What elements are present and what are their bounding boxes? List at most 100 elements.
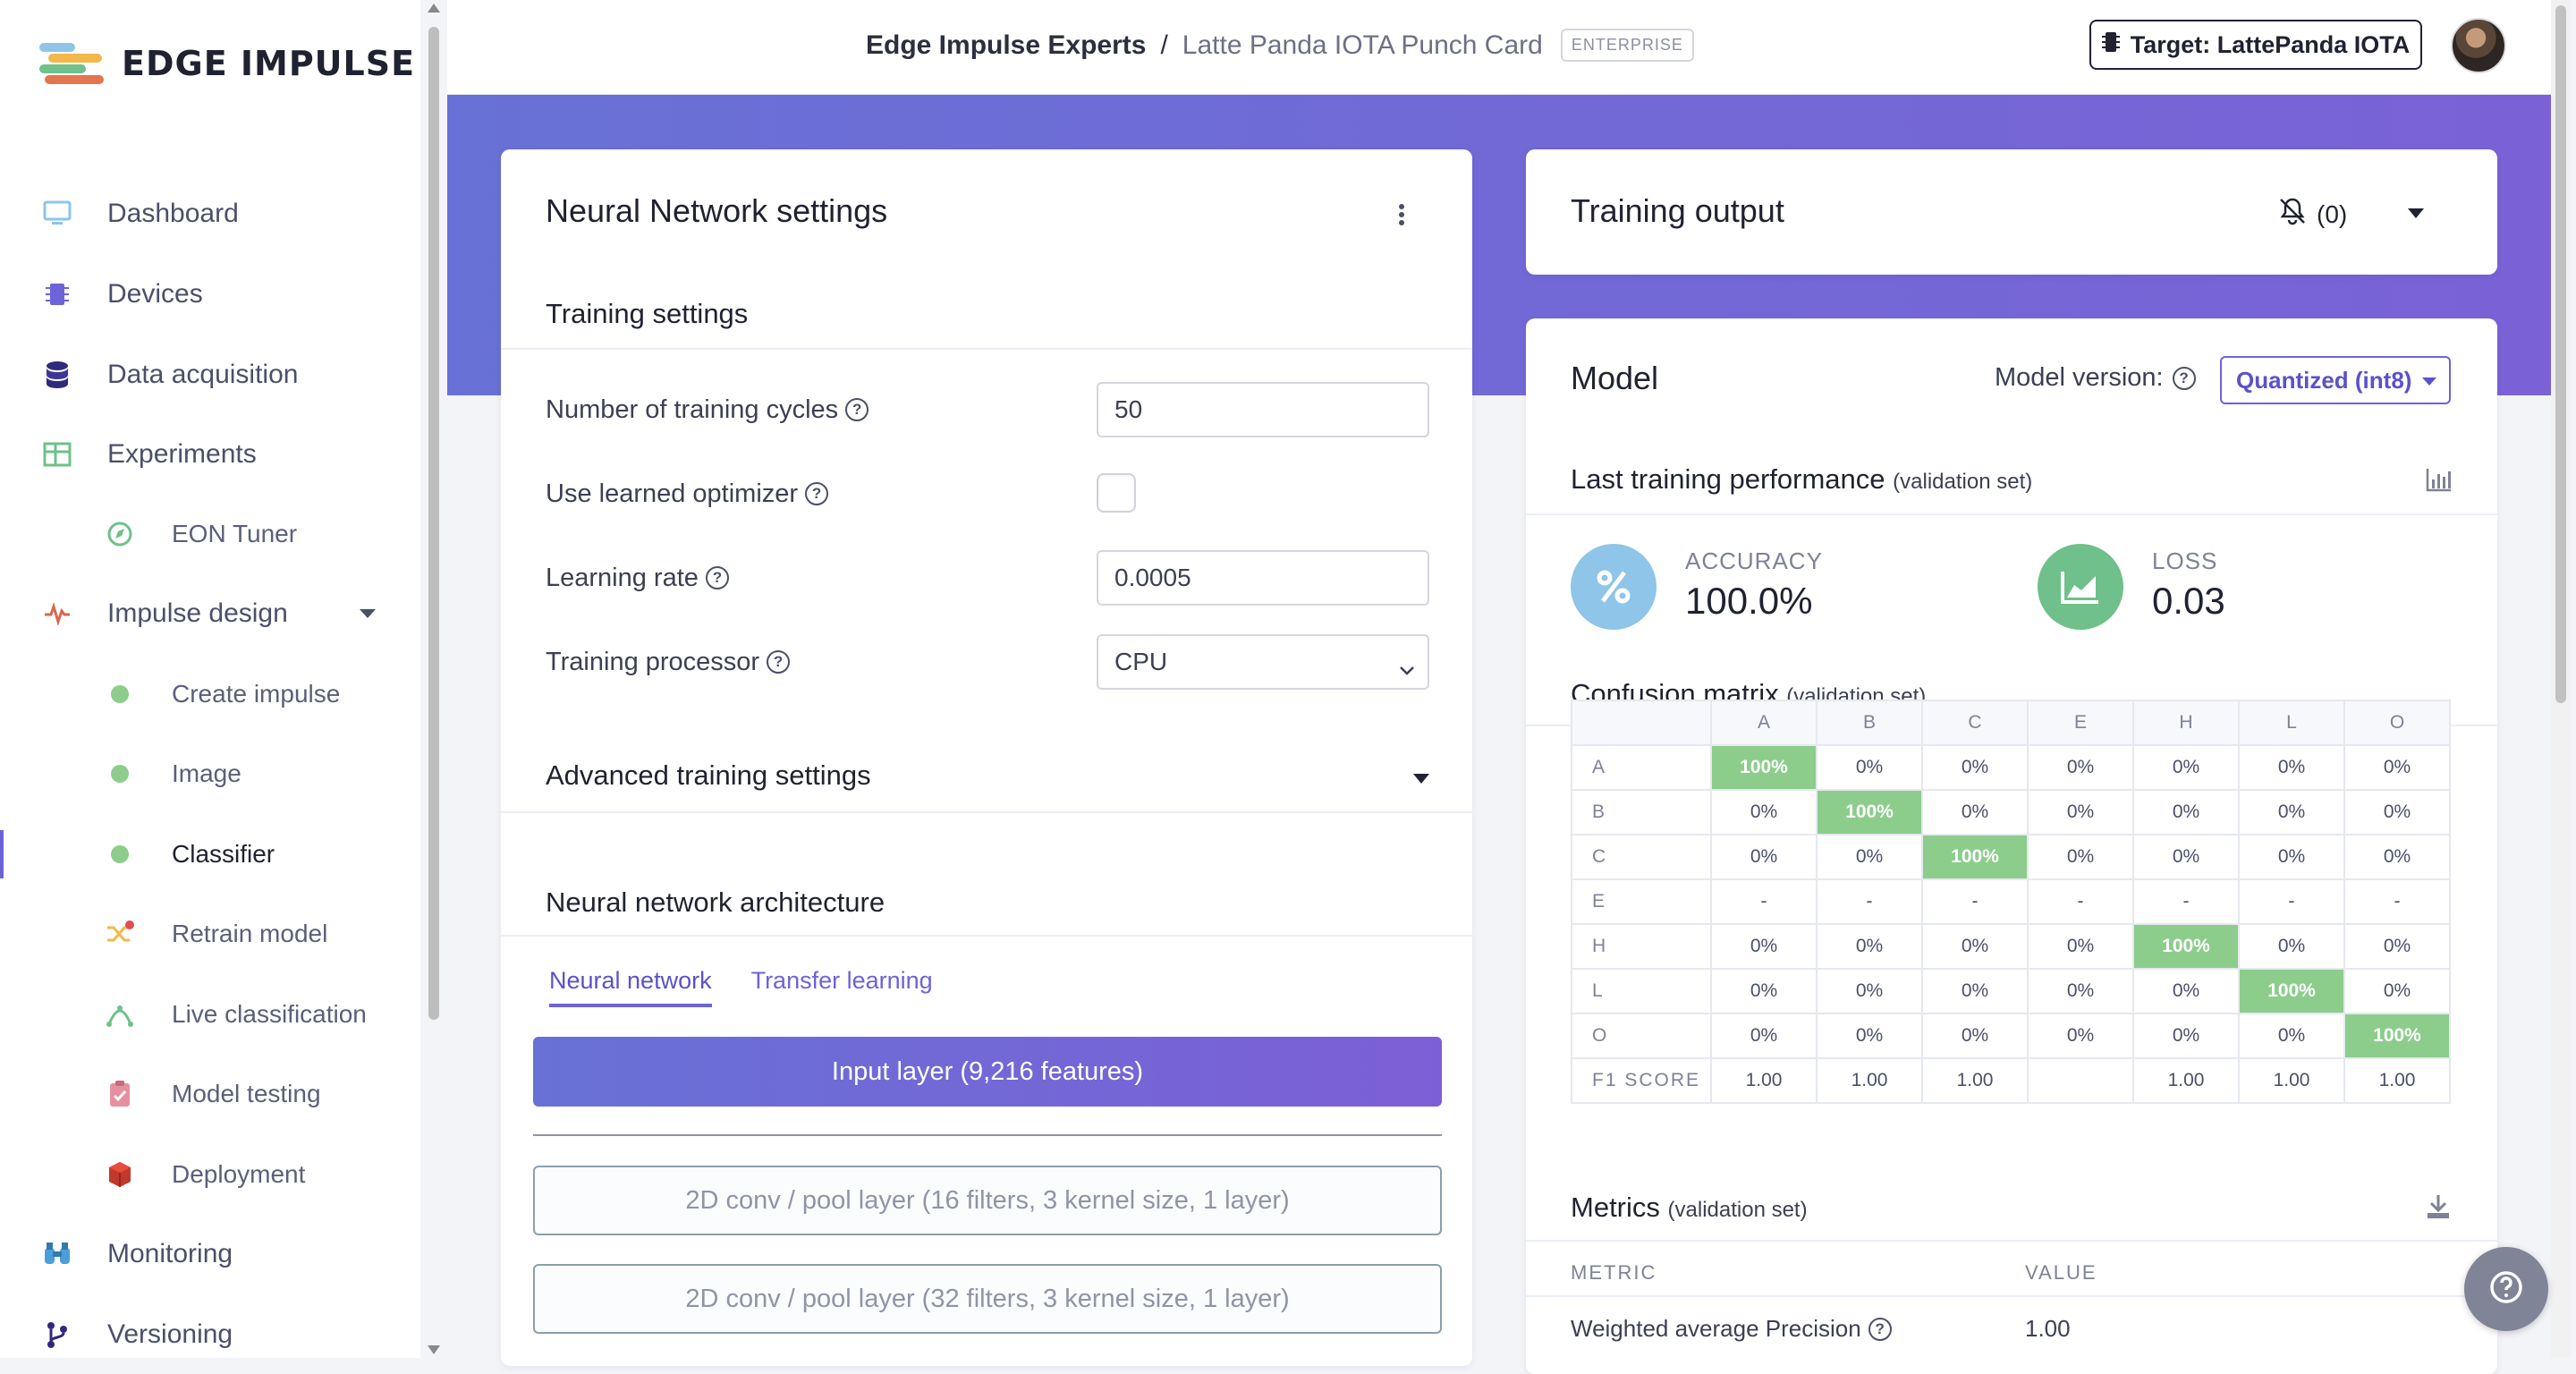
help-icon[interactable]: ? bbox=[705, 566, 729, 589]
target-device-button[interactable]: Target: LattePanda IOTA bbox=[2089, 20, 2422, 70]
logo[interactable]: EDGE IMPULSE bbox=[39, 41, 415, 86]
f1-score-row: F1 SCORE 1.00 1.00 1.00 1.00 1.00 1.00 bbox=[1571, 1057, 2451, 1104]
matrix-column-header: H bbox=[2132, 700, 2240, 746]
edge-impulse-logo-icon bbox=[39, 41, 104, 86]
sidebar-item-create-impulse[interactable]: Create impulse bbox=[0, 663, 420, 725]
field-label: Use learned optimizer? bbox=[546, 479, 829, 509]
sidebar-item-label: Versioning bbox=[107, 1319, 233, 1349]
sidebar-item-classifier[interactable]: Classifier bbox=[0, 823, 420, 886]
selected-value: Quantized (int8) bbox=[2236, 366, 2412, 394]
matrix-cell: 0% bbox=[2132, 834, 2240, 880]
training-processor-select[interactable]: CPU bbox=[1097, 634, 1429, 690]
tab-neural-network[interactable]: Neural network bbox=[549, 967, 712, 1007]
conv-layer-block[interactable]: 2D conv / pool layer (32 filters, 3 kern… bbox=[533, 1264, 1442, 1334]
chip-icon bbox=[39, 276, 75, 312]
advanced-settings-header[interactable]: Advanced training settings bbox=[501, 743, 1472, 813]
sidebar-item-label: Create impulse bbox=[172, 680, 341, 708]
metric-name: Weighted average Precision? bbox=[1571, 1315, 1892, 1343]
architecture-tabs: Neural network Transfer learning bbox=[549, 967, 933, 1007]
matrix-row: A 100% 0% 0% 0% 0% 0% 0% bbox=[1571, 744, 2451, 791]
notifications-toggle[interactable]: (0) bbox=[2277, 196, 2347, 233]
tab-transfer-learning[interactable]: Transfer learning bbox=[750, 967, 933, 994]
help-icon[interactable]: ? bbox=[805, 482, 829, 505]
sidebar-item-retrain-model[interactable]: Retrain model bbox=[0, 903, 420, 965]
matrix-column-header: L bbox=[2238, 700, 2345, 746]
loss-label: LOSS bbox=[2152, 547, 2218, 574]
chevron-down-icon bbox=[1399, 654, 1415, 683]
training-output-card: Training output (0) bbox=[1526, 149, 2497, 275]
model-version-dropdown[interactable]: Quantized (int8) bbox=[2220, 356, 2451, 404]
sidebar-item-impulse-design[interactable]: Impulse design bbox=[0, 582, 420, 645]
nn-settings-card: Neural Network settings Training setting… bbox=[501, 149, 1472, 1366]
training-processor-row: Training processor? CPU bbox=[546, 634, 1436, 690]
help-icon[interactable]: ? bbox=[845, 398, 869, 421]
more-options-icon[interactable] bbox=[1395, 201, 1408, 233]
matrix-cell: - bbox=[2132, 878, 2240, 925]
matrix-cell: 100% bbox=[1816, 789, 1923, 835]
bar-chart-icon[interactable] bbox=[2426, 467, 2453, 496]
scrollbar-thumb[interactable] bbox=[2555, 5, 2566, 703]
sidebar-item-eon-tuner[interactable]: EON Tuner bbox=[0, 503, 420, 565]
dot-icon bbox=[104, 678, 136, 710]
sidebar-item-monitoring[interactable]: Monitoring bbox=[0, 1223, 420, 1285]
caret-down-icon[interactable] bbox=[2408, 208, 2424, 218]
scroll-up-arrow-icon[interactable] bbox=[428, 4, 440, 13]
matrix-cell: 0% bbox=[2027, 968, 2134, 1014]
matrix-cell: 0% bbox=[2132, 968, 2240, 1014]
breadcrumb-org[interactable]: Edge Impulse Experts bbox=[866, 30, 1147, 60]
sidebar-item-data-acquisition[interactable]: Data acquisition bbox=[0, 344, 420, 406]
sidebar-item-image[interactable]: Image bbox=[0, 742, 420, 805]
breadcrumb: Edge Impulse Experts / Latte Panda IOTA … bbox=[866, 29, 1694, 62]
sidebar-item-versioning[interactable]: Versioning bbox=[0, 1303, 420, 1366]
f1-score-cell: 1.00 bbox=[2343, 1057, 2451, 1104]
sidebar-item-experiments[interactable]: Experiments bbox=[0, 423, 420, 486]
input-layer-block[interactable]: Input layer (9,216 features) bbox=[533, 1037, 1442, 1107]
sidebar-item-model-testing[interactable]: Model testing bbox=[0, 1063, 420, 1125]
sidebar-item-live-classification[interactable]: Live classification bbox=[0, 983, 420, 1046]
scroll-down-arrow-icon[interactable] bbox=[428, 1345, 440, 1354]
chevron-down-icon[interactable] bbox=[360, 609, 376, 618]
section-title: Advanced training settings bbox=[546, 759, 871, 791]
help-icon[interactable]: ? bbox=[767, 650, 791, 674]
sidebar-item-dashboard[interactable]: Dashboard bbox=[0, 182, 420, 245]
model-card: Model Model version:? Quantized (int8) L… bbox=[1526, 318, 2497, 1374]
learning-rate-input[interactable]: 0.0005 bbox=[1097, 550, 1429, 606]
metric-value: 1.00 bbox=[2025, 1315, 2071, 1342]
matrix-cell: 0% bbox=[1921, 968, 2029, 1014]
training-cycles-input[interactable]: 50 bbox=[1097, 382, 1429, 437]
f1-score-cell bbox=[2027, 1057, 2134, 1104]
sidebar-scrollbar[interactable] bbox=[424, 0, 444, 1358]
caret-down-icon[interactable] bbox=[1413, 774, 1429, 784]
matrix-cell: 0% bbox=[1710, 1013, 1818, 1059]
learned-optimizer-checkbox[interactable] bbox=[1097, 473, 1136, 513]
sidebar-item-label: Retrain model bbox=[172, 920, 328, 947]
learning-rate-row: Learning rate? 0.0005 bbox=[546, 550, 1436, 606]
avatar[interactable] bbox=[2451, 18, 2506, 73]
matrix-corner-cell bbox=[1571, 700, 1712, 746]
matrix-cell: - bbox=[2027, 878, 2134, 925]
sidebar-item-deployment[interactable]: Deployment bbox=[0, 1143, 420, 1206]
enterprise-badge: ENTERPRISE bbox=[1560, 29, 1694, 62]
breadcrumb-project[interactable]: Latte Panda IOTA Punch Card bbox=[1182, 30, 1543, 60]
model-version-label: Model version:? bbox=[1995, 363, 2196, 393]
scrollbar-thumb[interactable] bbox=[428, 27, 439, 1020]
selected-value: CPU bbox=[1114, 648, 1168, 675]
metric-column-header: METRIC bbox=[1571, 1261, 1657, 1284]
help-icon[interactable]: ? bbox=[1868, 1317, 1892, 1341]
download-icon[interactable] bbox=[2426, 1193, 2451, 1225]
matrix-cell: 100% bbox=[1710, 744, 1818, 791]
matrix-cell: 0% bbox=[2238, 789, 2345, 835]
conv-layer-block[interactable]: 2D conv / pool layer (16 filters, 3 kern… bbox=[533, 1166, 1442, 1235]
matrix-cell: 0% bbox=[1816, 834, 1923, 880]
chip-icon bbox=[2101, 30, 2120, 60]
matrix-cell: 0% bbox=[2238, 1013, 2345, 1059]
matrix-cell: - bbox=[1710, 878, 1818, 925]
help-icon[interactable]: ? bbox=[2172, 366, 2196, 390]
sidebar-item-devices[interactable]: Devices bbox=[0, 263, 420, 326]
notification-count: (0) bbox=[2317, 199, 2348, 228]
main-scrollbar[interactable] bbox=[2551, 0, 2571, 1358]
matrix-cell: 0% bbox=[2238, 834, 2345, 880]
dot-icon bbox=[104, 838, 136, 870]
help-button[interactable] bbox=[2464, 1247, 2548, 1331]
matrix-row-header: B bbox=[1571, 789, 1712, 835]
